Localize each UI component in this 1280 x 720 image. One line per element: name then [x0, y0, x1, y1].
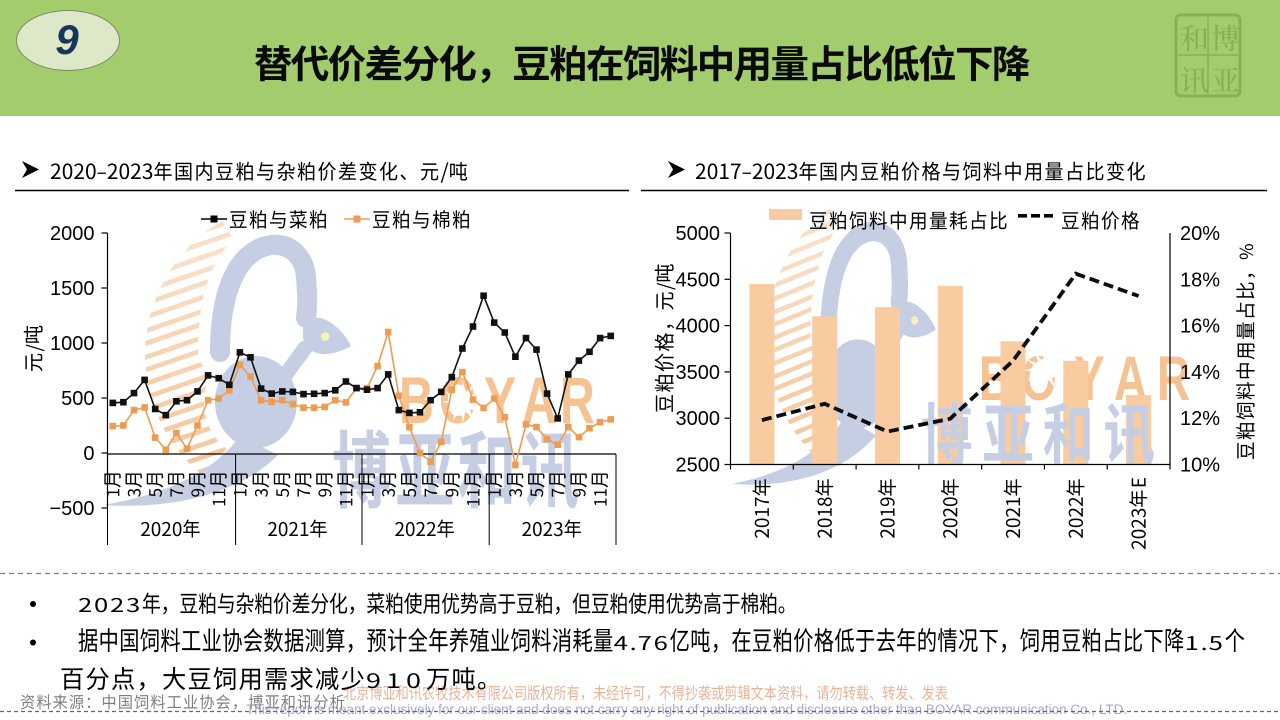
- svg-text:−500: −500: [49, 498, 94, 520]
- svg-text:0: 0: [83, 443, 94, 465]
- svg-text:R: R: [1157, 343, 1190, 414]
- svg-text:20%: 20%: [1180, 223, 1220, 245]
- svg-text:2500: 2500: [676, 455, 721, 477]
- svg-text:4000: 4000: [676, 316, 721, 338]
- svg-text:2000: 2000: [50, 223, 95, 245]
- svg-text:4500: 4500: [676, 269, 721, 291]
- svg-text:14%: 14%: [1180, 362, 1220, 384]
- svg-text:5000: 5000: [676, 223, 721, 245]
- svg-text:3500: 3500: [676, 362, 721, 384]
- svg-text:1000: 1000: [50, 333, 95, 355]
- svg-text:16%: 16%: [1180, 316, 1220, 338]
- svg-text:12%: 12%: [1180, 408, 1220, 430]
- svg-text:3000: 3000: [676, 408, 721, 430]
- svg-text:10%: 10%: [1180, 455, 1220, 477]
- svg-text:This report is meant exclusive: This report is meant exclusively for our…: [246, 702, 1127, 717]
- svg-text:18%: 18%: [1180, 269, 1220, 291]
- svg-text:1500: 1500: [50, 278, 95, 300]
- svg-text:Y: Y: [484, 365, 516, 438]
- svg-text:500: 500: [61, 388, 94, 410]
